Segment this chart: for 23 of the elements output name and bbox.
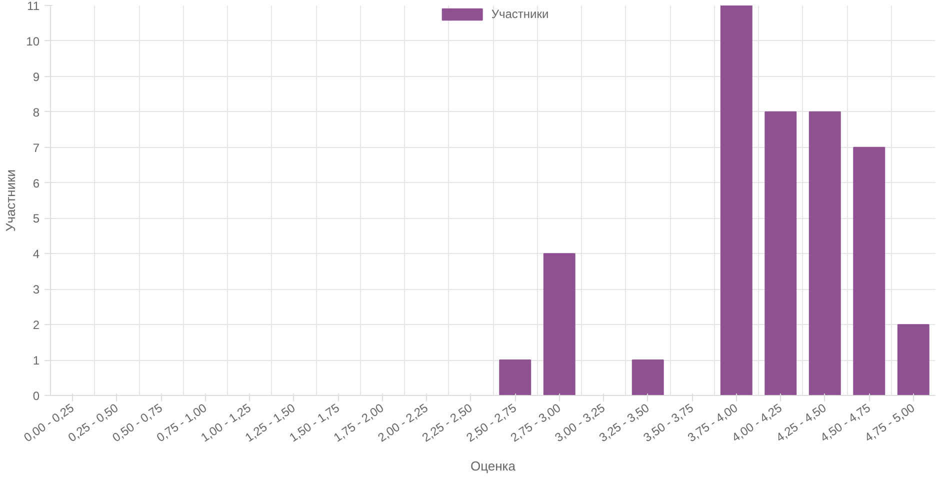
y-tick-label: 7 bbox=[32, 140, 40, 155]
bar bbox=[897, 324, 930, 396]
y-tick-label: 10 bbox=[26, 34, 40, 48]
bar bbox=[499, 360, 532, 396]
y-axis-title: Участники bbox=[3, 169, 18, 232]
y-tick-label: 6 bbox=[32, 176, 40, 190]
y-tick-label: 3 bbox=[32, 282, 40, 297]
bar bbox=[720, 6, 752, 396]
bar bbox=[543, 253, 576, 396]
x-axis-title: Оценка bbox=[470, 458, 516, 474]
y-tick-label: 5 bbox=[32, 212, 40, 226]
bar bbox=[764, 111, 797, 396]
y-tick-label: 11 bbox=[27, 0, 40, 13]
bar bbox=[632, 360, 664, 396]
legend-label: Участники bbox=[491, 7, 549, 21]
y-tick-label: 0 bbox=[32, 389, 40, 403]
y-tick-label: 8 bbox=[32, 105, 40, 120]
bar bbox=[808, 111, 841, 396]
y-tick-label: 1 bbox=[32, 354, 40, 368]
y-tick-label: 2 bbox=[32, 318, 40, 332]
y-tick-label: 4 bbox=[32, 247, 40, 262]
bar bbox=[853, 146, 886, 396]
y-tick-label: 9 bbox=[32, 70, 40, 84]
